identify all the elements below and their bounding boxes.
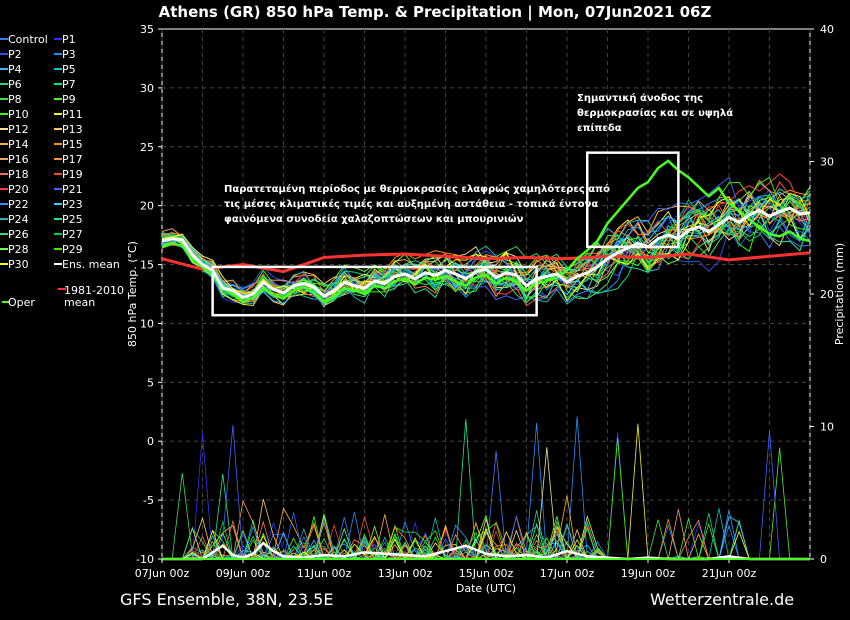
legend-label: P13 — [62, 123, 83, 136]
legend-label: P17 — [62, 153, 83, 166]
legend-label: P5 — [62, 63, 76, 76]
annotation-text-warm-period: Σημαντική άνοδος της — [577, 92, 703, 104]
legend: Control P1 P2 P3 P4 P5 P6 P7 P8 P9 P10 P11 P12 P13 P14… — [0, 33, 124, 309]
y-ticks-left: 35 30 25 20 15 10 5 0 -5 -10 — [136, 23, 162, 566]
legend-label: Ens. mean — [62, 258, 120, 271]
y-tick-left-label: 20 — [140, 200, 154, 213]
footer-model-info: GFS Ensemble, 38N, 23.5E — [120, 590, 333, 609]
legend-label: P21 — [62, 183, 83, 196]
footer-site: Wetterzentrale.de — [650, 590, 794, 609]
legend-label: P19 — [62, 168, 83, 181]
chart-title: Athens (GR) 850 hPa Temp. & Precipitatio… — [159, 3, 712, 22]
y-tick-left-label: 25 — [140, 141, 154, 154]
y-tick-left-label: 15 — [140, 259, 154, 272]
legend-label: P6 — [8, 78, 22, 91]
y-tick-left-label: 30 — [140, 82, 154, 95]
ensemble-member-temp-line — [161, 190, 811, 300]
y-tick-left-label: 10 — [140, 317, 154, 330]
x-tick-label: 17Jun 00z — [540, 567, 595, 580]
y-tick-left-label: 0 — [147, 435, 154, 448]
legend-label: P14 — [8, 138, 29, 151]
x-tick-label: 15Jun 00z — [459, 567, 514, 580]
annotation-text-cool-period: τις μέσες κλιματικές τιμές και αυξημένη … — [224, 198, 598, 210]
y-tick-left-label: -10 — [136, 553, 154, 566]
annotation-text-warm-period: θερμοκρασίας και σε υψηλά — [577, 107, 733, 119]
y-tick-right-label: 30 — [820, 156, 834, 169]
annotation-box-cool-period — [211, 265, 538, 317]
x-axis-label: Date (UTC) — [456, 582, 516, 595]
y-tick-right-label: 0 — [820, 553, 827, 566]
grid-lines — [161, 29, 811, 559]
ensemble-member-temp-line — [161, 200, 811, 298]
legend-label-climate: 1981-2010 — [64, 284, 124, 297]
legend-label: P1 — [62, 33, 76, 46]
y-tick-left-label: 5 — [147, 376, 154, 389]
y-tick-left-label: -5 — [143, 494, 154, 507]
legend-label: P22 — [8, 198, 29, 211]
y-tick-right-label: 40 — [820, 23, 834, 36]
annotation-text-warm-period: επίπεδα — [577, 122, 622, 134]
legend-label: P4 — [8, 63, 22, 76]
legend-label: P30 — [8, 258, 29, 271]
y-ticks-right: 40 30 20 10 0 — [810, 23, 834, 566]
annotation-box-warm-period — [586, 151, 680, 249]
legend-label: P16 — [8, 153, 29, 166]
legend-label: P29 — [62, 243, 83, 256]
climate-mean-line — [161, 251, 811, 274]
ensemble-member-temp-line — [161, 192, 811, 305]
legend-label-oper: Oper — [8, 296, 35, 309]
legend-label: Control — [8, 33, 48, 46]
y-tick-right-label: 10 — [820, 421, 834, 434]
legend-label: P9 — [62, 93, 76, 106]
x-tick-label: 21Jun 00z — [702, 567, 757, 580]
legend-label: P23 — [62, 198, 83, 211]
annotation-text-cool-period: φαινόμενα συνοδεία χαλαζοπτώσεων και μπο… — [224, 213, 524, 225]
annotation-text-cool-period: Παρατεταμένη περίοδος με θερμοκρασίες ελ… — [224, 183, 610, 195]
y-axis-right-label: Precipitation (mm) — [833, 243, 846, 345]
legend-label: P15 — [62, 138, 83, 151]
x-tick-label: 19Jun 00z — [621, 567, 676, 580]
legend-label: P10 — [8, 108, 29, 121]
y-tick-left-label: 35 — [140, 23, 154, 36]
legend-label: P26 — [8, 228, 29, 241]
legend-label: P28 — [8, 243, 29, 256]
legend-label: P7 — [62, 78, 76, 91]
legend-label: P20 — [8, 183, 29, 196]
oper-line — [161, 159, 811, 304]
x-tick-label: 11Jun 00z — [297, 567, 352, 580]
x-tick-label: 07Jun 00z — [135, 567, 190, 580]
x-ticks: 07Jun 00z 09Jun 00z 11Jun 00z 13Jun 00z 15Ju… — [135, 559, 757, 580]
ensemble-member-temp-line — [161, 176, 811, 306]
legend-label: P3 — [62, 48, 76, 61]
legend-label-climate-line2: mean — [64, 296, 95, 309]
legend-label: P11 — [62, 108, 83, 121]
x-tick-label: 09Jun 00z — [216, 567, 271, 580]
legend-label: P25 — [62, 213, 83, 226]
legend-label: P12 — [8, 123, 29, 136]
y-axis-left-label: 850 hPa Temp. (°C) — [126, 241, 139, 347]
legend-label: P27 — [62, 228, 83, 241]
main-series — [161, 159, 811, 561]
legend-label: P8 — [8, 93, 22, 106]
legend-label: P2 — [8, 48, 22, 61]
legend-label: P24 — [8, 213, 29, 226]
y-tick-right-label: 20 — [820, 288, 834, 301]
legend-label: P18 — [8, 168, 29, 181]
annotations: Παρατεταμένη περίοδος με θερμοκρασίες ελ… — [211, 92, 733, 317]
x-tick-label: 13Jun 00z — [378, 567, 433, 580]
ensemble-mean-line — [161, 206, 811, 300]
